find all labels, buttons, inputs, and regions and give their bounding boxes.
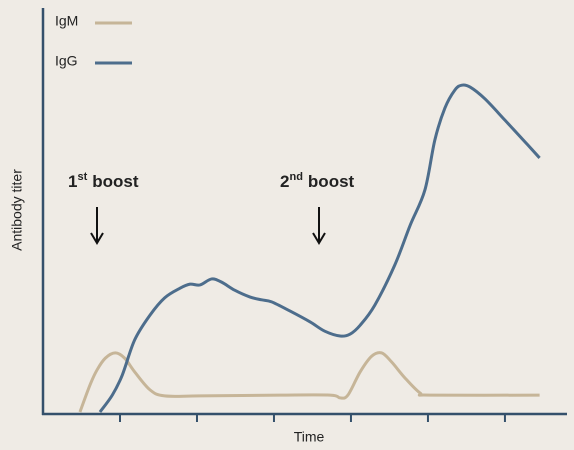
axes bbox=[41, 8, 567, 416]
legend-label: IgG bbox=[55, 53, 78, 69]
annotation-superscript: st bbox=[77, 171, 87, 183]
line bbox=[98, 83, 541, 413]
annotation-number: 2 bbox=[280, 172, 289, 191]
annotation: 1st boost bbox=[68, 171, 139, 192]
annotation: 2nd boost bbox=[280, 171, 355, 192]
y-axis-label: Antibody titer bbox=[9, 169, 25, 251]
x-axis-label: Time bbox=[294, 429, 325, 445]
arrows bbox=[90, 207, 326, 245]
legend-label: IgM bbox=[55, 13, 78, 29]
line bbox=[78, 351, 540, 413]
annotation-suffix: boost bbox=[92, 172, 139, 191]
arrow-head bbox=[90, 232, 104, 245]
annotation-number: 1 bbox=[68, 172, 77, 191]
annotation-suffix: boost bbox=[308, 172, 355, 191]
annotation-superscript: nd bbox=[289, 171, 302, 183]
arrow-head bbox=[312, 232, 326, 245]
